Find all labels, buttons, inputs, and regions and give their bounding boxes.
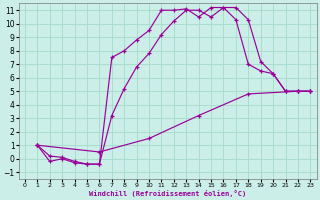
- X-axis label: Windchill (Refroidissement éolien,°C): Windchill (Refroidissement éolien,°C): [89, 190, 246, 197]
